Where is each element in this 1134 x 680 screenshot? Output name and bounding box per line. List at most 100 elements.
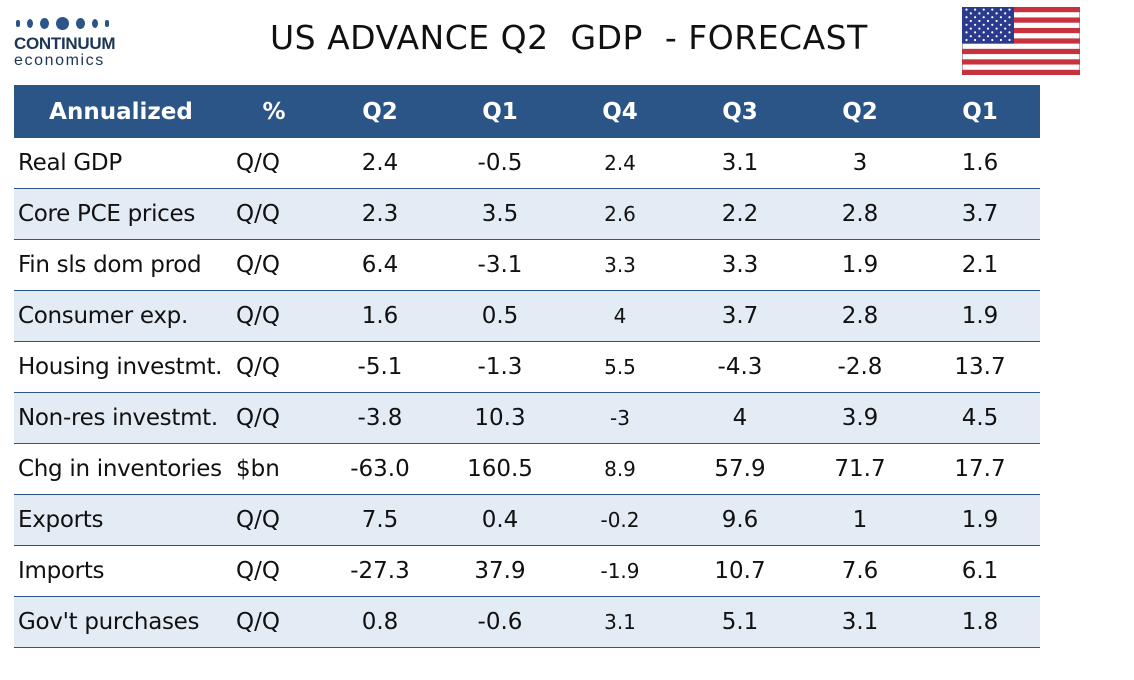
flag-star	[978, 12, 981, 15]
row-value: 17.7	[920, 443, 1040, 495]
flag-stripe	[962, 38, 1080, 44]
row-value: -3	[560, 392, 680, 444]
logo-sub: economics	[14, 52, 105, 69]
row-value: -3.8	[320, 392, 440, 444]
flag-star	[978, 35, 981, 38]
header-q3: Q3	[680, 85, 800, 138]
row-value: 4	[560, 290, 680, 342]
row-label: Chg in inventories	[14, 443, 228, 495]
header-q2-prev: Q2	[800, 85, 920, 138]
row-value: 3.1	[560, 596, 680, 648]
table-row: Gov't purchases Q/Q 0.8 -0.6 3.1 5.1 3.1 1.8	[14, 596, 1040, 648]
flag-star	[1004, 19, 1007, 23]
flag-star	[1008, 31, 1011, 34]
table-row: Housing investmt. Q/Q -5.1 -1.3 5.5 -4.3 -2.8 1…	[14, 341, 1040, 393]
flag-star	[999, 8, 1002, 11]
header-q1-prev: Q1	[920, 85, 1040, 138]
flag-star	[986, 27, 990, 30]
row-value: 13.7	[920, 341, 1040, 393]
logo-dot	[27, 18, 33, 28]
row-value: 0.8	[320, 596, 440, 648]
row-value: -2.8	[800, 341, 920, 393]
header-q4: Q4	[560, 85, 680, 138]
row-value: 3.7	[680, 290, 800, 342]
row-value: 3.1	[800, 596, 920, 648]
row-value: 7.5	[320, 494, 440, 546]
row-value: 3.1	[680, 138, 800, 189]
row-value: 1.9	[920, 494, 1040, 546]
flag-star	[969, 12, 972, 15]
row-value: 2.2	[680, 188, 800, 240]
row-label: Housing investmt.	[14, 341, 228, 393]
row-value: 4	[680, 392, 800, 444]
row-unit: Q/Q	[228, 392, 320, 444]
row-value: 2.6	[560, 188, 680, 240]
row-value: 1.9	[920, 290, 1040, 342]
flag-star	[995, 35, 998, 38]
row-value: 71.7	[800, 443, 920, 495]
row-value: 3.9	[800, 392, 920, 444]
row-value: 37.9	[440, 545, 560, 597]
flag-star	[991, 8, 994, 11]
flag-stripe	[962, 69, 1080, 75]
flag-star	[1004, 27, 1007, 30]
logo-dot	[92, 18, 98, 28]
row-value: -4.3	[680, 341, 800, 393]
flag-star	[999, 23, 1002, 26]
row-unit: Q/Q	[228, 290, 320, 342]
row-value: 1	[800, 494, 920, 546]
row-unit: Q/Q	[228, 596, 320, 648]
flag-star	[982, 23, 985, 26]
row-label: Core PCE prices	[14, 188, 228, 240]
flag-star	[1008, 16, 1011, 19]
row-value: 2.4	[560, 138, 680, 189]
flag-star	[982, 16, 985, 19]
row-value: 3.5	[440, 188, 560, 240]
table-row: Non-res investmt. Q/Q -3.8 10.3 -3 4 3.9 4.5	[14, 392, 1040, 444]
flag-star	[965, 31, 968, 34]
row-value: -3.1	[440, 239, 560, 291]
row-unit: Q/Q	[228, 188, 320, 240]
flag-stripe	[962, 48, 1080, 55]
row-value: 3.3	[680, 239, 800, 291]
flag-star	[982, 38, 985, 42]
row-value: -63.0	[320, 443, 440, 495]
row-value: 7.6	[800, 545, 920, 597]
flag-star	[995, 27, 998, 30]
flag-stripe	[962, 7, 1080, 13]
table-row: Exports Q/Q 7.5 0.4 -0.2 9.6 1 1.9	[14, 494, 1040, 546]
flag-star	[982, 8, 985, 11]
row-value: 9.6	[680, 494, 800, 546]
row-value: -5.1	[320, 341, 440, 393]
flag-star	[991, 23, 994, 26]
row-value: 1.8	[920, 596, 1040, 648]
flag-star	[969, 27, 972, 30]
gdp-forecast-table: Annualized % Q2 Q1 Q4 Q3 Q2 Q1 Real GDP Q…	[14, 85, 1040, 648]
table-header-row: Annualized % Q2 Q1 Q4 Q3 Q2 Q1	[14, 85, 1040, 138]
flag-star	[974, 8, 977, 11]
flag-star	[965, 38, 968, 42]
row-label: Gov't purchases	[14, 596, 228, 648]
flag-star	[974, 31, 977, 34]
flag-star	[1008, 23, 1011, 26]
header-q2: Q2	[320, 85, 440, 138]
flag-star	[999, 31, 1002, 34]
row-value: -27.3	[320, 545, 440, 597]
row-value: 1.6	[320, 290, 440, 342]
flag-stripe	[962, 27, 1080, 34]
row-unit: Q/Q	[228, 545, 320, 597]
flag-star	[991, 38, 994, 42]
row-value: 6.4	[320, 239, 440, 291]
flag-star	[969, 19, 972, 23]
table-row: Chg in inventories $bn -63.0 160.5 8.9 57.9 71…	[14, 443, 1040, 495]
flag-star	[999, 38, 1002, 42]
row-value: 4.5	[920, 392, 1040, 444]
flag-star	[978, 19, 981, 23]
flag-star	[974, 23, 977, 26]
row-value: 2.3	[320, 188, 440, 240]
flag-star	[965, 16, 968, 19]
row-value: -1.9	[560, 545, 680, 597]
row-label: Imports	[14, 545, 228, 597]
row-value: -0.2	[560, 494, 680, 546]
flag-star	[982, 31, 985, 34]
